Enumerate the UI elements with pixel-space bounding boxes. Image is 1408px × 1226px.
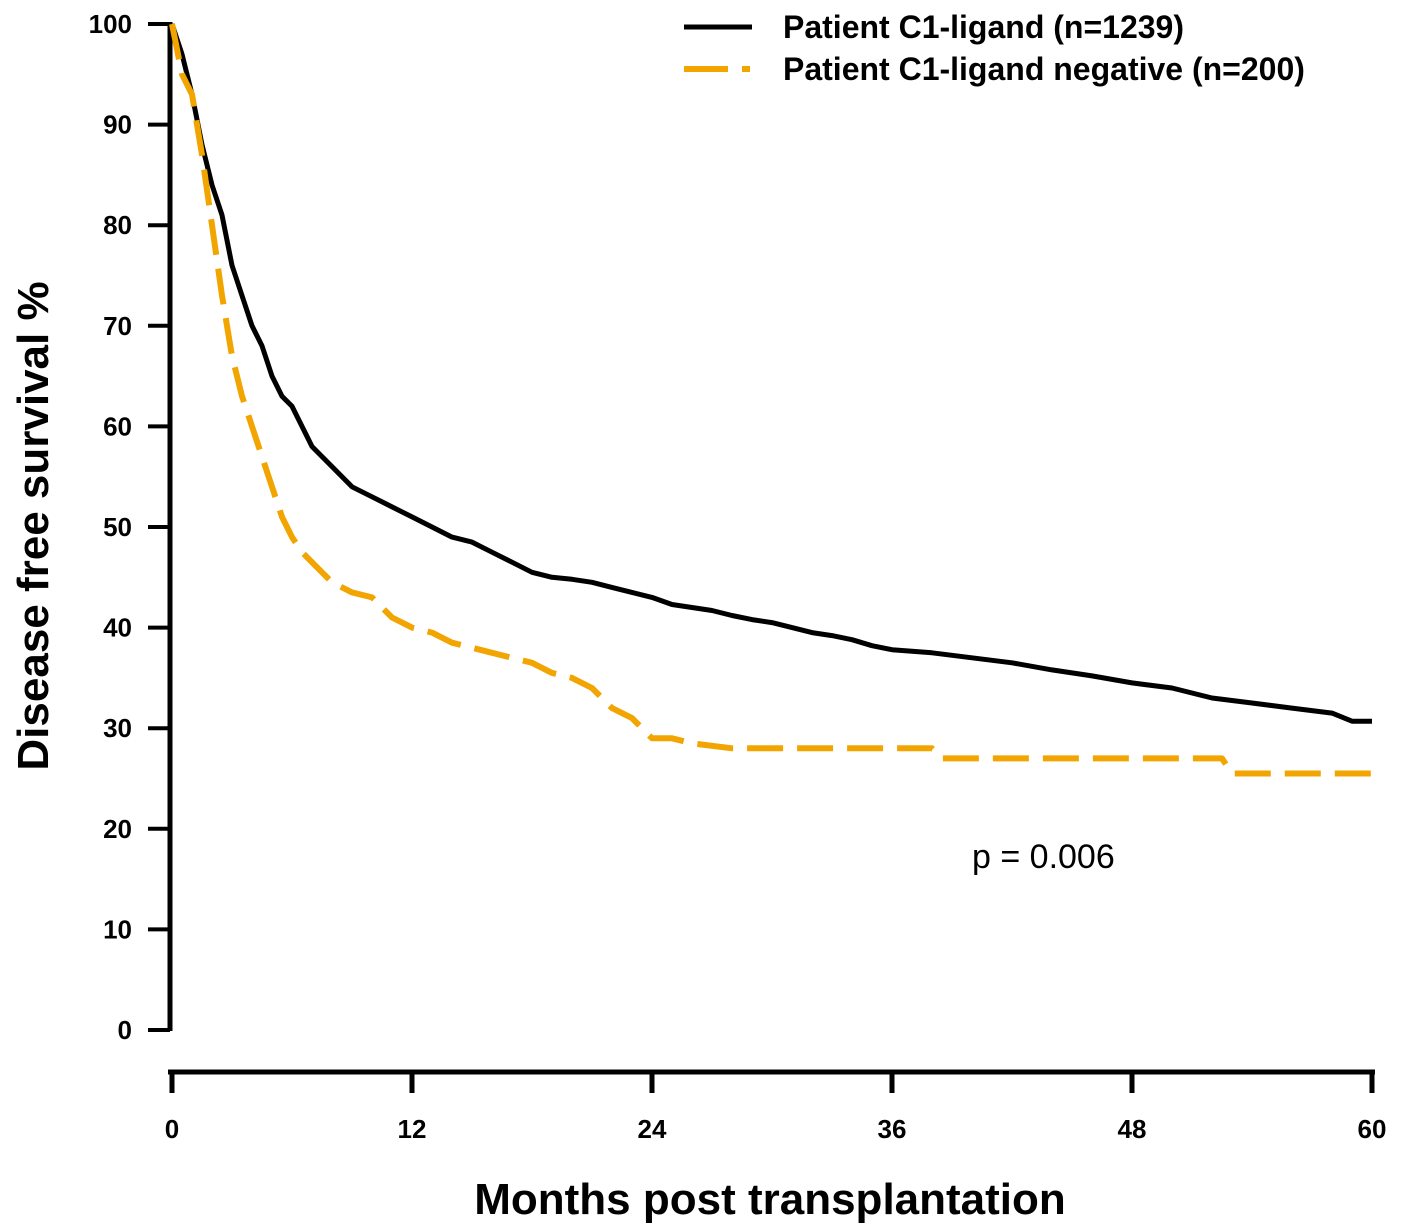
x-tick-label: 36 (878, 1114, 907, 1144)
y-tick-label: 40 (103, 613, 132, 643)
legend: Patient C1-ligand (n=1239) Patient C1-li… (684, 9, 1305, 87)
series-line-2 (169, 23, 1372, 777)
series-line-1 (169, 23, 1372, 724)
p-value-annotation: p = 0.006 (972, 838, 1115, 876)
y-tick-label: 20 (103, 814, 132, 844)
series-layer (169, 23, 1372, 777)
y-ticks: 0 10 20 30 40 50 60 70 80 90 100 (89, 9, 170, 1045)
y-tick-label: 90 (103, 110, 132, 140)
y-tick-label: 100 (89, 9, 132, 39)
x-axis-title: Months post transplantation (474, 1175, 1066, 1224)
y-tick-label: 70 (103, 311, 132, 341)
x-tick-label: 60 (1358, 1114, 1387, 1144)
x-tick-label: 12 (398, 1114, 427, 1144)
y-tick-label: 30 (103, 713, 132, 743)
legend-label-series-2: Patient C1-ligand negative (n=200) (783, 51, 1305, 87)
y-axis-title: Disease free survival % (9, 281, 58, 770)
y-tick-label: 0 (118, 1015, 132, 1045)
x-tick-label: 48 (1118, 1114, 1147, 1144)
y-tick-label: 80 (103, 210, 132, 240)
x-tick-label: 24 (638, 1114, 667, 1144)
legend-label-series-1: Patient C1-ligand (n=1239) (783, 9, 1184, 45)
x-tick-label: 0 (165, 1114, 179, 1144)
y-tick-label: 10 (103, 914, 132, 944)
y-tick-label: 50 (103, 512, 132, 542)
y-tick-label: 60 (103, 411, 132, 441)
x-ticks: 0 12 24 36 48 60 (165, 1072, 1387, 1144)
